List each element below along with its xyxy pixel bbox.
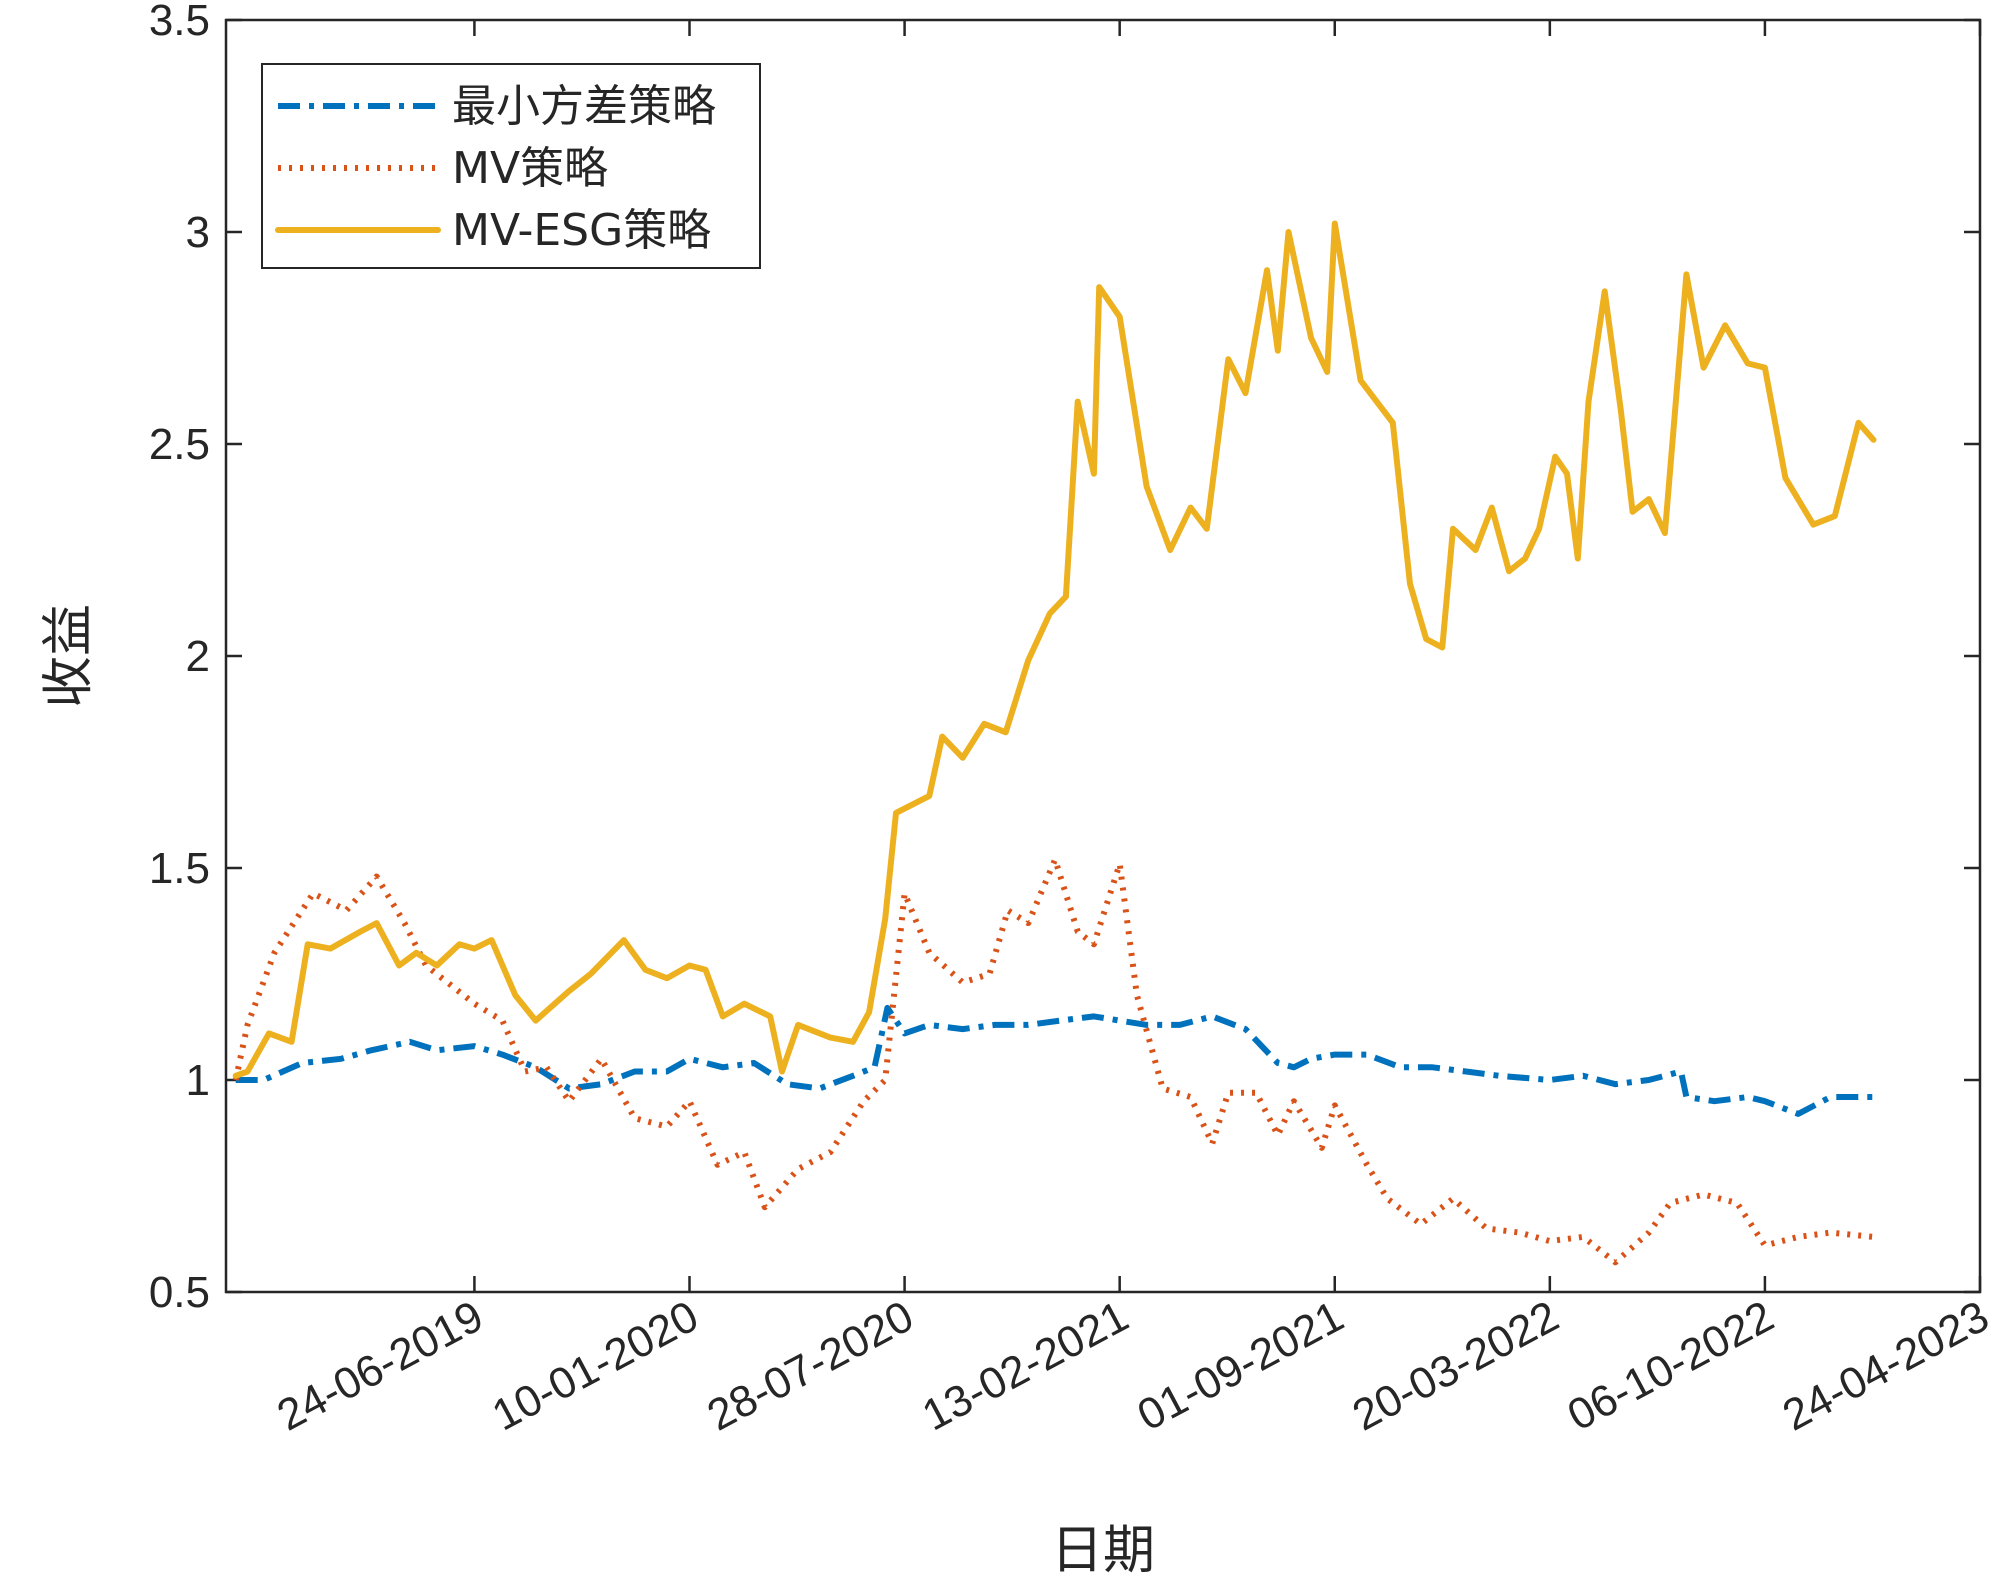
y-tick-label: 3 — [186, 208, 210, 257]
x-tick-label: 13-02-2021 — [915, 1292, 1137, 1441]
x-tick-label: 06-10-2022 — [1560, 1292, 1782, 1441]
x-tick-label: 20-03-2022 — [1345, 1292, 1567, 1441]
series-line-3 — [232, 220, 1877, 1079]
y-tick-label: 1 — [186, 1056, 210, 1105]
series-line-1 — [235, 1004, 1874, 1117]
x-tick-label: 24-04-2023 — [1775, 1292, 1997, 1441]
x-tick-label: 28-07-2020 — [700, 1292, 922, 1441]
x-tick-label: 24-06-2019 — [269, 1292, 491, 1441]
x-tick-label: 10-01-2020 — [484, 1292, 706, 1441]
x-axis-title: 日期 — [1051, 1521, 1155, 1581]
legend-label-2: MV策略 — [452, 143, 608, 194]
series-layer — [232, 220, 1877, 1266]
y-tick-label: 2 — [186, 632, 210, 681]
y-tick-label: 1.5 — [149, 844, 210, 893]
y-tick-label: 2.5 — [149, 420, 210, 469]
y-tick-label: 3.5 — [149, 0, 210, 45]
x-tick-label: 01-09-2021 — [1130, 1292, 1352, 1441]
y-axis: 0.5 1 1.5 2 2.5 3 3.5 — [149, 0, 1980, 1317]
legend: 最小方差策略 MV策略 MV-ESG策略 — [261, 63, 761, 269]
legend-label-1: 最小方差策略 — [452, 81, 716, 132]
y-axis-title: 收益 — [39, 604, 99, 708]
legend-label-3: MV-ESG策略 — [452, 205, 711, 256]
y-tick-label: 0.5 — [149, 1268, 210, 1317]
